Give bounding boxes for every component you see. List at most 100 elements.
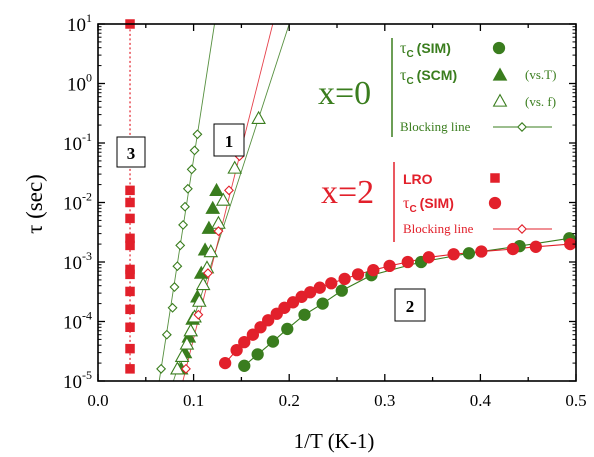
data-point — [186, 164, 197, 175]
series-x-2-lro — [125, 19, 135, 374]
data-point — [238, 335, 251, 349]
x-tick-label: 0.3 — [374, 391, 395, 410]
data-point — [238, 359, 251, 372]
data-point — [286, 296, 300, 309]
data-point — [169, 282, 180, 292]
series-x-2-c-sim — [218, 237, 577, 370]
data-point — [230, 343, 243, 357]
legend-x0-symbols — [492, 41, 552, 132]
data-point — [213, 226, 224, 237]
data-point — [313, 281, 326, 294]
legend-x2: x=2 LRO τC (SIM) Blocking line — [321, 162, 552, 242]
annotation-box-3: 3 — [116, 136, 146, 168]
data-point — [316, 297, 329, 310]
data-point — [125, 304, 135, 315]
annotation-box-2: 2 — [394, 288, 426, 322]
y-axis-label: τ (sec) — [22, 174, 47, 234]
data-point — [447, 248, 460, 261]
legend-x0-sim-marker — [492, 41, 506, 55]
data-point — [180, 201, 190, 212]
data-point — [192, 293, 207, 307]
legend-title-x0: x=0 — [318, 75, 371, 112]
data-point — [215, 192, 231, 206]
svg-text:3: 3 — [127, 144, 136, 163]
legend-x0-scm-marker — [492, 67, 508, 81]
data-point — [125, 213, 135, 224]
data-point — [182, 183, 193, 194]
data-point — [262, 314, 275, 327]
y-tick-label: 10-1 — [63, 130, 92, 155]
x-tick-label: 0.1 — [183, 391, 204, 410]
data-point — [281, 322, 294, 336]
data-point — [246, 328, 260, 341]
data-point — [338, 272, 351, 286]
data-point — [180, 363, 191, 374]
data-point — [462, 247, 476, 260]
svg-text:2: 2 — [406, 297, 415, 316]
y-tick-label: 10-3 — [63, 249, 92, 274]
legend-x0-scm-t-note: (vs.T) — [525, 67, 556, 82]
legend-x0-sim-label: τC (SIM) — [400, 40, 451, 60]
y-tick-label: 10-4 — [63, 309, 92, 334]
data-point — [223, 185, 234, 196]
data-point — [251, 348, 264, 361]
data-point — [125, 364, 135, 374]
data-point — [351, 268, 365, 281]
x-axis-label: 1/T (K-1) — [294, 429, 375, 453]
axis-ticks — [97, 23, 577, 382]
x-tick-label: 0.2 — [279, 391, 300, 410]
y-tick-label: 10-2 — [63, 190, 92, 215]
y-tick-label: 100 — [67, 71, 92, 96]
data-point — [172, 261, 183, 272]
legend-x0-scm-f-marker — [492, 93, 508, 107]
legend-x2-sim-label: τC (SIM) — [403, 195, 454, 215]
data-point — [193, 309, 204, 320]
data-point — [202, 268, 213, 279]
data-point — [174, 348, 190, 362]
data-point — [189, 145, 200, 156]
y-tick-label: 101 — [67, 11, 92, 36]
legend-x0: x=0 τC (SIM) τC (SCM) (vs.T) (vs. f) Block… — [318, 38, 556, 137]
data-point — [251, 110, 266, 124]
data-point — [167, 302, 178, 313]
data-point — [125, 185, 135, 196]
data-point — [125, 233, 135, 244]
data-point — [266, 335, 280, 348]
data-point — [156, 363, 167, 374]
legend-x2-blocking-label: Blocking line — [403, 221, 474, 236]
data-point — [125, 322, 135, 333]
data-point — [367, 263, 380, 277]
data-point — [195, 276, 211, 291]
legend-x0-blocking-label: Blocking line — [400, 119, 471, 134]
legend-x2-lro-marker — [490, 173, 500, 183]
data-point — [179, 336, 195, 350]
data-point — [401, 255, 414, 269]
data-point — [325, 277, 338, 290]
x-tick-labels: 0.0 0.1 0.2 0.3 0.4 0.5 — [87, 391, 586, 410]
fit-line-x-0-blocking-line — [158, 23, 215, 382]
x-tick-label: 0.0 — [87, 391, 108, 410]
y-tick-label: 10-5 — [63, 368, 92, 393]
data-point — [183, 323, 199, 337]
data-point — [175, 240, 186, 251]
data-point — [383, 259, 396, 273]
series-x-2-blocking-line — [180, 151, 245, 374]
x-tick-label: 0.4 — [470, 391, 492, 410]
svg-text:1: 1 — [225, 132, 234, 151]
data-point — [125, 197, 135, 208]
data-point — [529, 240, 542, 253]
legend-x2-blocking-marker — [517, 224, 527, 234]
data-point — [161, 329, 172, 340]
legend-x2-lro-label: LRO — [403, 171, 433, 187]
data-marks — [125, 19, 577, 375]
data-point — [278, 301, 291, 314]
data-point — [205, 200, 221, 214]
data-point — [218, 356, 232, 370]
data-point — [203, 243, 219, 258]
data-point — [178, 219, 189, 230]
legend-x0-scm-f-note: (vs. f) — [525, 94, 556, 109]
y-tick-labels: 10-5 10-4 10-3 10-2 10-1 100 101 — [63, 11, 92, 393]
x-tick-label: 0.5 — [565, 391, 586, 410]
legend-x0-blocking-marker — [517, 122, 527, 132]
data-point — [298, 308, 311, 321]
